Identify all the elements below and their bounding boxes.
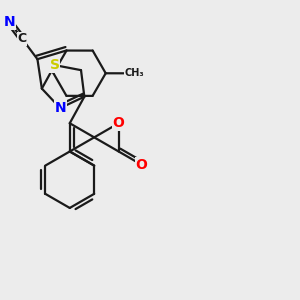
Text: N: N (54, 101, 66, 115)
Text: O: O (135, 158, 147, 172)
Text: C: C (18, 32, 27, 46)
Text: N: N (4, 15, 15, 29)
Text: O: O (113, 116, 124, 130)
Text: CH₃: CH₃ (124, 68, 144, 78)
Text: S: S (50, 58, 60, 72)
